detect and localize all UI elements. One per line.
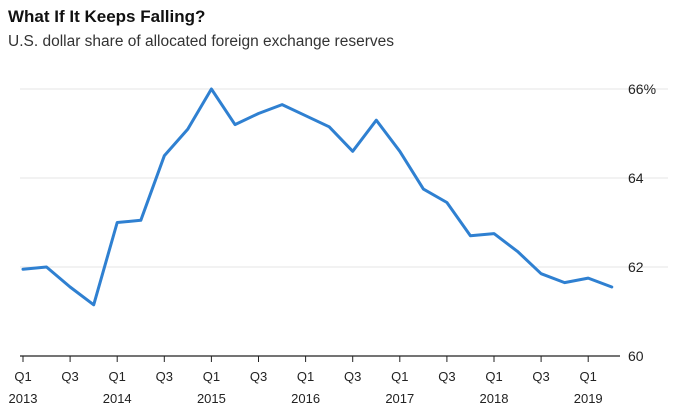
x-tick-label: Q3	[156, 369, 173, 384]
x-tick-year-label: 2013	[9, 391, 38, 406]
x-tick-year-label: 2015	[197, 391, 226, 406]
y-tick-label: 62	[628, 259, 644, 275]
x-tick-label: Q1	[297, 369, 314, 384]
x-tick-label: Q3	[344, 369, 361, 384]
x-tick-label: Q3	[438, 369, 455, 384]
chart-subtitle: U.S. dollar share of allocated foreign e…	[8, 33, 394, 50]
y-tick-label: 66%	[628, 81, 656, 97]
y-tick-label: 60	[628, 348, 644, 364]
x-tick-year-label: 2016	[291, 391, 320, 406]
x-tick-label: Q3	[61, 369, 78, 384]
x-tick-label: Q1	[580, 369, 597, 384]
x-tick-year-label: 2014	[103, 391, 132, 406]
chart-title: What If It Keeps Falling?	[8, 7, 206, 26]
x-tick-label: Q3	[532, 369, 549, 384]
x-tick-year-label: 2017	[385, 391, 414, 406]
series-line-usd-share	[21, 87, 614, 307]
y-tick-label: 64	[628, 170, 644, 186]
x-tick-label: Q1	[109, 369, 126, 384]
x-tick-year-label: 2018	[480, 391, 509, 406]
x-tick-label: Q1	[14, 369, 31, 384]
x-tick-label: Q3	[250, 369, 267, 384]
x-tick-year-label: 2019	[574, 391, 603, 406]
x-tick-label: Q1	[485, 369, 502, 384]
x-tick-label: Q1	[203, 369, 220, 384]
x-tick-label: Q1	[391, 369, 408, 384]
